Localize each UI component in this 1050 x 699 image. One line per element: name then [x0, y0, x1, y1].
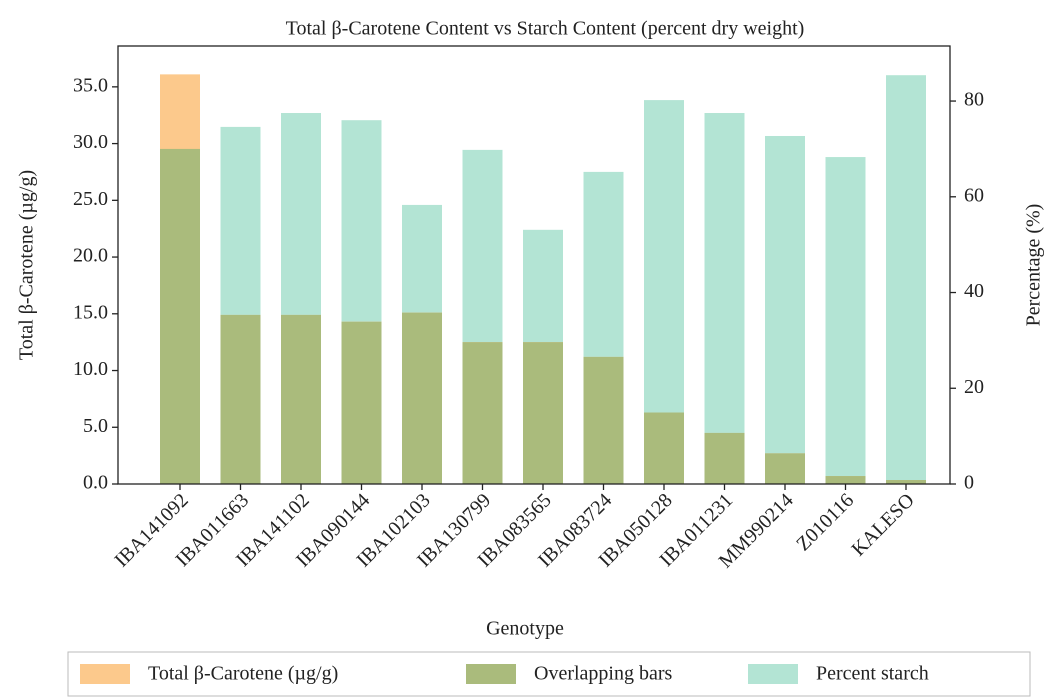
y2-tick-label: 80 [964, 89, 984, 111]
overlap-bar [220, 314, 261, 484]
legend-swatch [466, 664, 516, 684]
overlap-bar [886, 480, 926, 484]
y-tick-label: 10.0 [73, 358, 108, 380]
starch-bar [886, 75, 926, 484]
overlap-bar [765, 453, 805, 484]
overlap-bar [523, 342, 563, 484]
legend-swatch [80, 664, 130, 684]
legend-box [67, 651, 1031, 697]
legend-swatch [748, 664, 798, 684]
legend-label: Percent starch [816, 663, 929, 685]
overlap-bar [644, 412, 684, 484]
overlap-bar [583, 356, 624, 484]
legend-label: Overlapping bars [534, 663, 673, 685]
overlap-bar [462, 342, 503, 484]
overlap-bar [402, 312, 442, 484]
starch-bar [765, 135, 805, 484]
y-axis-label: Total β-Carotene (µg/g) [16, 170, 38, 360]
starch-bar [704, 113, 745, 485]
y-tick-label: 25.0 [73, 188, 108, 210]
overlap-bar [160, 148, 200, 484]
x-tick-label: KALESO [847, 489, 918, 560]
y2-axis-label: Percentage (%) [1023, 204, 1045, 327]
y-tick-label: 15.0 [73, 301, 108, 323]
overlap-bar [341, 321, 382, 484]
overlap-bar [825, 476, 866, 484]
overlap-bar [281, 314, 321, 484]
y-tick-label: 20.0 [73, 245, 108, 267]
overlap-bar [704, 432, 745, 484]
y-tick-label: 5.0 [83, 415, 108, 437]
y2-tick-label: 40 [964, 280, 984, 302]
starch-bar [825, 157, 866, 485]
y2-tick-label: 0 [964, 472, 974, 494]
y-tick-label: 30.0 [73, 131, 108, 153]
plot-frame [117, 45, 951, 485]
chart-title: Total β-Carotene Content vs Starch Conte… [286, 18, 805, 40]
y2-tick-label: 60 [964, 184, 984, 206]
x-axis-label: Genotype [486, 618, 564, 640]
y-tick-label: 0.0 [83, 472, 108, 494]
legend-label: Total β-Carotene (µg/g) [148, 663, 338, 685]
y2-tick-label: 20 [964, 376, 984, 398]
y-tick-label: 35.0 [73, 74, 108, 96]
